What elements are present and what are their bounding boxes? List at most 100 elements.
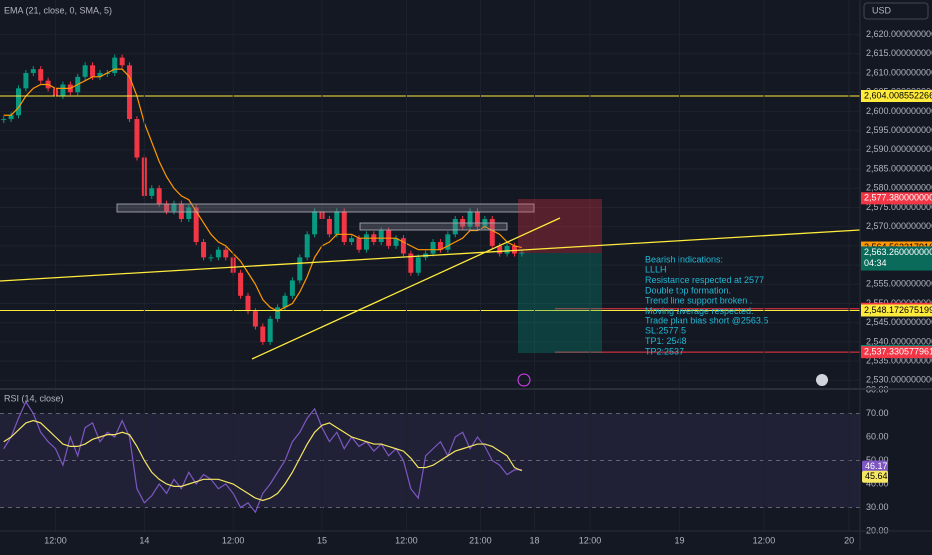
price-label-countdown: 04:34 (864, 258, 887, 268)
candle (238, 272, 244, 296)
candle (312, 211, 318, 235)
y-tick-label: 70.00 (866, 408, 889, 418)
candle (363, 234, 369, 250)
y-tick-label: 2,615.00000000000 (866, 48, 932, 58)
y-tick-label: 2,595.00000000000 (866, 125, 932, 135)
candle (400, 238, 406, 254)
x-tick-label: 21:00 (469, 535, 492, 545)
candle (260, 326, 266, 342)
y-tick-label: 2,600.00000000000 (866, 106, 932, 116)
price-label: 2,577.38000000000 (864, 193, 932, 203)
price-label-box (861, 246, 932, 271)
candle (504, 245, 510, 254)
candle (497, 245, 503, 254)
x-tick-label: 12:00 (753, 535, 776, 545)
candle (267, 318, 273, 342)
candle (474, 211, 480, 227)
candle (282, 295, 288, 308)
candle (519, 252, 525, 254)
candle (467, 211, 473, 227)
candle (97, 72, 103, 77)
x-tick-label: 12:00 (395, 535, 418, 545)
y-tick-label: 2,585.00000000000 (866, 163, 932, 173)
candle (201, 242, 207, 258)
currency[interactable]: USD (872, 5, 892, 15)
y-tick-label: 2,610.00000000000 (866, 67, 932, 77)
x-tick-label: 12:00 (579, 535, 602, 545)
candle (156, 188, 162, 204)
candle (16, 88, 22, 116)
y-tick-label: 2,575.00000000000 (866, 202, 932, 212)
event-icon[interactable] (517, 373, 531, 387)
candle (164, 203, 170, 212)
candle (349, 238, 355, 243)
y-tick-label: 2,570.00000000000 (866, 221, 932, 231)
x-tick-label: 15 (317, 535, 327, 545)
candle (452, 218, 458, 235)
candle (8, 115, 14, 120)
candle (275, 307, 281, 319)
candle (356, 238, 362, 250)
candle (252, 311, 258, 327)
candle (186, 207, 192, 219)
candle (245, 295, 251, 312)
candle (38, 69, 44, 81)
candle (112, 57, 118, 73)
price-label-box (861, 192, 932, 205)
candle (171, 203, 177, 212)
candle (341, 211, 347, 243)
candle (178, 203, 184, 219)
candle (326, 218, 332, 235)
candle (127, 65, 133, 120)
stop-zone (518, 199, 602, 253)
y-tick-label: 2,535.00000000000 (866, 355, 932, 365)
y-tick-label: 30.00 (866, 502, 889, 512)
candle (334, 211, 340, 235)
candle (23, 72, 29, 89)
x-tick-label: 14 (139, 535, 149, 545)
candle (208, 257, 214, 259)
y-tick-label: 2,555.00000000000 (866, 279, 932, 289)
candle (430, 242, 436, 254)
annotation-line: Double top formation. (645, 285, 731, 295)
annotation-line: LLLH (645, 265, 667, 275)
series-line (3, 419, 523, 502)
x-tick-label: 12:00 (44, 535, 67, 545)
indicator-title: EMA (21, close, 0, SMA, 5) (4, 5, 112, 15)
candle (445, 234, 451, 250)
candle (193, 207, 199, 243)
currency-button[interactable] (863, 2, 929, 20)
y-tick-label: 2,530.00000000000 (866, 375, 932, 385)
annotation-line: SL:2577.5 (645, 326, 686, 336)
candle (30, 69, 36, 73)
price-label: 2,604.00855226642 (864, 90, 932, 100)
series-line (3, 68, 523, 312)
candle (149, 188, 155, 196)
candle (408, 253, 414, 273)
candle (378, 230, 384, 243)
annotation-line: Resistance respected at 2577 (645, 275, 764, 285)
y-tick-label: 2,620.00000000000 (866, 29, 932, 39)
y-tick-label: 2,540.00000000000 (866, 336, 932, 346)
y-tick-label: 2,545.00000000000 (866, 317, 932, 327)
value-label-box (862, 460, 888, 473)
y-tick-label: 60.00 (866, 431, 889, 441)
flag-icon[interactable] (816, 374, 828, 386)
candle (304, 234, 310, 258)
trend-line (0, 229, 861, 282)
value-label-box (862, 470, 888, 483)
y-tick-label: 20.00 (866, 525, 889, 535)
candle (60, 84, 66, 97)
series-line (3, 400, 522, 514)
candle (511, 245, 517, 254)
price-label-box (861, 90, 932, 103)
resistance-zone (116, 203, 535, 213)
indicator-title: RSI (14, close) (4, 393, 64, 403)
annotation-line: Trend line support broken . (645, 296, 752, 306)
y-tick-label: 2,580.00000000000 (866, 183, 932, 193)
candle (134, 119, 140, 158)
